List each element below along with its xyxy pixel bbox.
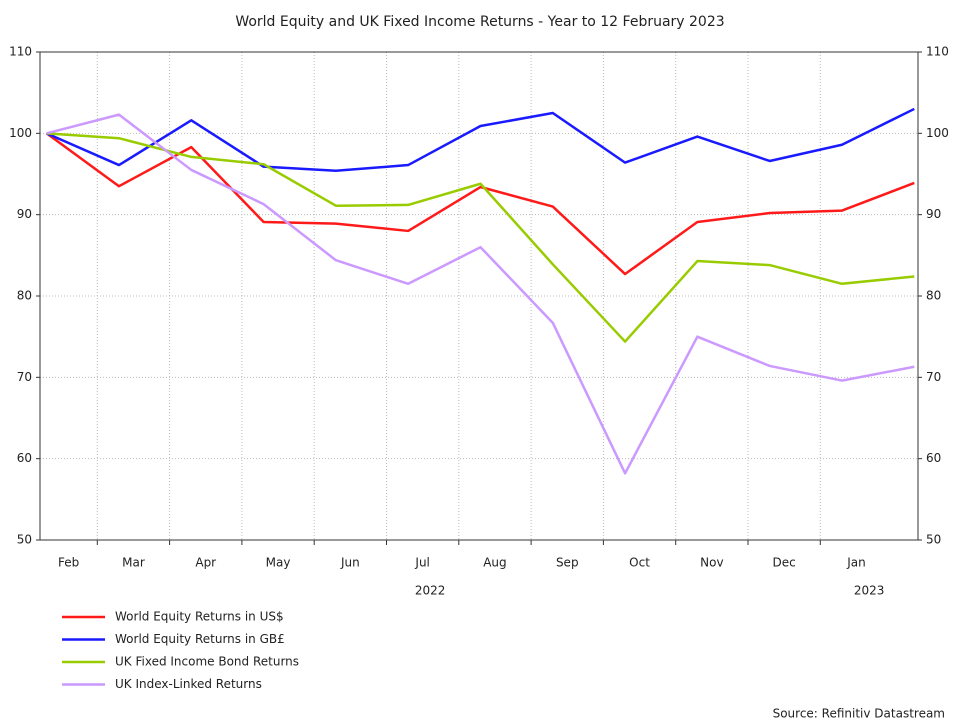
legend-label: UK Index-Linked Returns [115,677,262,691]
y-tick-label: 50 [17,533,32,547]
series-line [46,132,915,343]
x-tick-label: Jan [846,556,866,570]
chart-title: World Equity and UK Fixed Income Returns… [235,14,724,30]
x-tick-label: Apr [195,556,216,570]
x-tick-label: Dec [773,556,796,570]
series-line [46,113,915,475]
x-tick-label: Feb [58,556,79,570]
x-tick-label: Aug [483,556,506,570]
y2-tick-label: 80 [926,289,941,303]
y2-tick-label: 70 [926,370,941,384]
y2-tick-label: 50 [926,533,941,547]
y-tick-label: 110 [9,45,32,59]
y2-tick-label: 100 [926,126,949,140]
year-label: 2022 [415,584,446,598]
y-tick-label: 90 [17,207,32,221]
series-line [45,132,915,276]
x-tick-label: Oct [629,556,650,570]
y2-tick-label: 60 [926,451,941,465]
y2-tick-label: 110 [926,45,949,59]
source-note: Source: Refinitiv Datastream [773,707,945,721]
y-tick-label: 70 [17,370,32,384]
x-tick-label: Nov [700,556,723,570]
x-tick-label: Mar [122,556,145,570]
y-tick-label: 100 [9,126,32,140]
x-tick-label: Jul [414,556,429,570]
y-tick-label: 60 [17,451,32,465]
legend-label: World Equity Returns in US$ [115,610,284,624]
plot-frame [39,51,919,541]
x-tick-label: May [266,556,291,570]
series-line [46,107,915,172]
y-tick-label: 80 [17,289,32,303]
y2-tick-label: 90 [926,207,941,221]
x-tick-label: Jun [340,556,360,570]
year-label: 2023 [854,584,885,598]
legend-label: UK Fixed Income Bond Returns [115,655,299,669]
legend-label: World Equity Returns in GB£ [115,632,285,646]
x-tick-label: Sep [556,556,579,570]
